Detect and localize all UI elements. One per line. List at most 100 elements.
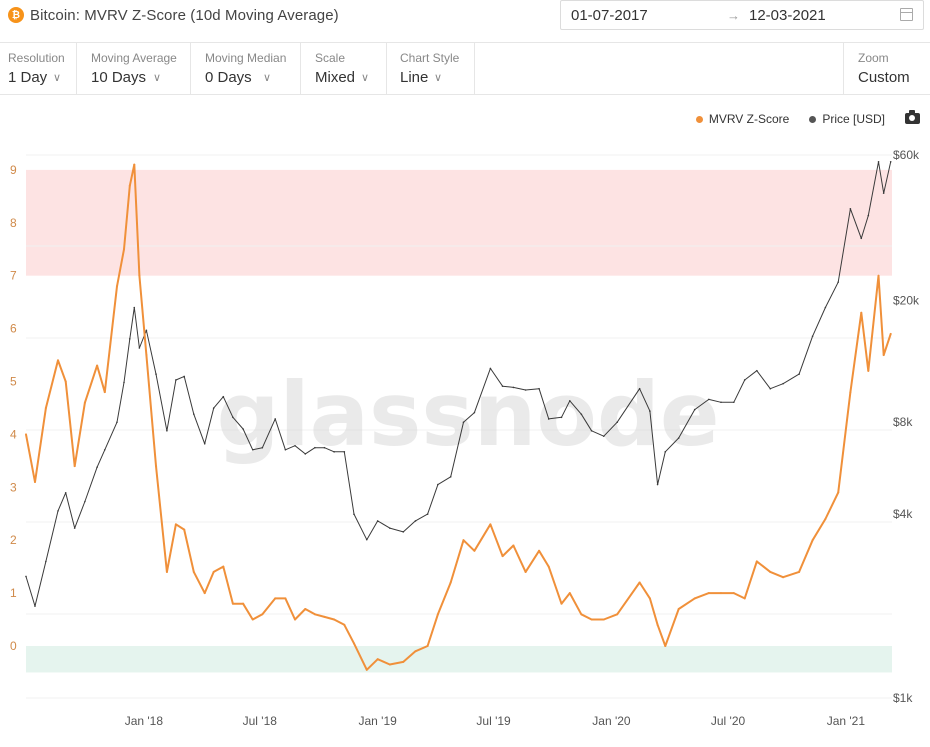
zscore-point	[524, 570, 527, 573]
zscore-point	[849, 391, 852, 394]
price-point	[123, 381, 125, 384]
price-point	[590, 429, 593, 432]
zscore-point	[96, 364, 99, 367]
zscore-point	[138, 274, 141, 277]
price-point	[34, 605, 36, 607]
zscore-point	[352, 642, 355, 645]
price-point	[462, 421, 465, 424]
price-point	[389, 527, 391, 529]
watermark: glassnode	[216, 363, 719, 466]
legend-dot-zscore	[695, 115, 703, 123]
x-tick-label: Jan '18	[125, 714, 164, 728]
price-point	[251, 448, 254, 451]
price-point	[57, 510, 59, 512]
price-point	[84, 500, 86, 503]
date-from-input[interactable]: 01-07-2017	[571, 6, 648, 24]
chart-header: ₿ Bitcoin: MVRV Z-Score (10d Moving Aver…	[0, 0, 930, 36]
price-point	[501, 385, 504, 387]
chart-legend: MVRV Z-Score Price [USD]	[676, 112, 885, 126]
date-range-picker[interactable]: 01-07-2017 → 12-03-2021	[560, 0, 924, 30]
zscore-point	[155, 465, 158, 468]
left-tick-label: 0	[10, 639, 17, 653]
zscore-point	[133, 163, 136, 166]
zoom-dropdown[interactable]: Zoom Custom	[843, 43, 930, 95]
overvalued-band	[26, 169, 892, 276]
zscore-point	[824, 518, 827, 521]
zscore-point	[145, 354, 148, 357]
zscore-point	[889, 332, 892, 335]
price-point	[860, 237, 863, 240]
zscore-point	[83, 401, 86, 404]
price-point	[824, 306, 827, 309]
chart-canvas: glassnode 9 8 7 6 5 4 3 2 1 0 $60k $20k $8k $4k $1k J…	[10, 148, 920, 728]
price-point	[649, 410, 651, 412]
price-point	[145, 329, 148, 332]
price-point	[616, 421, 619, 424]
price-point	[798, 373, 800, 375]
title-wrap: ₿ Bitcoin: MVRV Z-Score (10d Moving Aver…	[8, 4, 339, 26]
zscore-point	[638, 581, 641, 584]
zscore-point	[616, 613, 619, 616]
right-tick-label: $60k	[893, 148, 920, 162]
price-point	[183, 375, 186, 378]
chart-controls: Resolution 1 Day ∨ Moving Average 10 Day…	[0, 42, 930, 95]
chevron-down-icon: ∨	[53, 72, 62, 84]
zscore-point	[25, 433, 27, 436]
zscore-point	[251, 618, 254, 621]
resolution-dropdown[interactable]: Resolution 1 Day ∨	[0, 43, 77, 95]
x-axis: Jan '18 Jul '18 Jan '19 Jul '19 Jan '20 Jul '…	[125, 714, 866, 728]
price-point	[547, 418, 550, 420]
left-tick-label: 7	[10, 269, 17, 283]
moving-average-value: 10 Days	[91, 69, 147, 86]
zscore-point	[473, 549, 476, 552]
zscore-point	[547, 565, 550, 568]
zscore-point	[274, 597, 277, 600]
price-point	[473, 411, 476, 414]
price-point	[449, 476, 452, 478]
moving-median-dropdown[interactable]: Moving Median 0 Days ∨	[191, 43, 301, 95]
price-point	[294, 444, 296, 447]
zscore-point	[811, 539, 814, 542]
legend-item-price[interactable]: Price [USD]	[809, 112, 885, 126]
price-point	[569, 400, 571, 402]
chart-style-value: Line	[400, 69, 429, 86]
zscore-point	[123, 248, 126, 251]
date-to-input[interactable]: 12-03-2021	[749, 6, 826, 24]
zscore-point	[103, 391, 106, 394]
zscore-point	[769, 570, 772, 573]
zscore-point	[73, 465, 76, 468]
zscore-point	[590, 618, 593, 621]
price-point	[261, 446, 264, 449]
price-point	[304, 453, 307, 455]
legend-item-zscore[interactable]: MVRV Z-Score	[695, 112, 789, 126]
price-point	[538, 387, 540, 390]
legend-dot-price	[809, 115, 817, 123]
left-tick-label: 8	[10, 216, 17, 230]
zscore-point	[414, 650, 417, 653]
price-point	[638, 387, 641, 390]
zscore-point	[203, 592, 206, 595]
price-series-layer	[25, 161, 892, 607]
zscore-point	[538, 549, 541, 552]
price-point	[203, 442, 206, 445]
camera-icon[interactable]	[905, 110, 920, 124]
zscore-point	[402, 660, 405, 663]
price-point	[64, 491, 67, 494]
calendar-icon[interactable]	[900, 8, 913, 21]
right-axis: $60k $20k $8k $4k $1k	[893, 148, 920, 705]
zscore-point	[376, 658, 379, 661]
price-point	[560, 416, 563, 419]
moving-median-value: 0 Days	[205, 69, 252, 86]
moving-average-dropdown[interactable]: Moving Average 10 Days ∨	[77, 43, 191, 95]
price-point	[580, 413, 583, 415]
scale-dropdown[interactable]: Scale Mixed ∨	[301, 43, 387, 95]
price-point	[693, 408, 696, 411]
zscore-point	[128, 184, 131, 187]
chart-style-dropdown[interactable]: Chart Style Line ∨	[387, 43, 475, 95]
price-point	[96, 466, 98, 468]
price-point	[882, 192, 885, 194]
right-tick-label: $4k	[893, 507, 913, 521]
zscore-point	[343, 623, 346, 626]
price-point	[175, 379, 177, 381]
price-point	[849, 207, 852, 210]
